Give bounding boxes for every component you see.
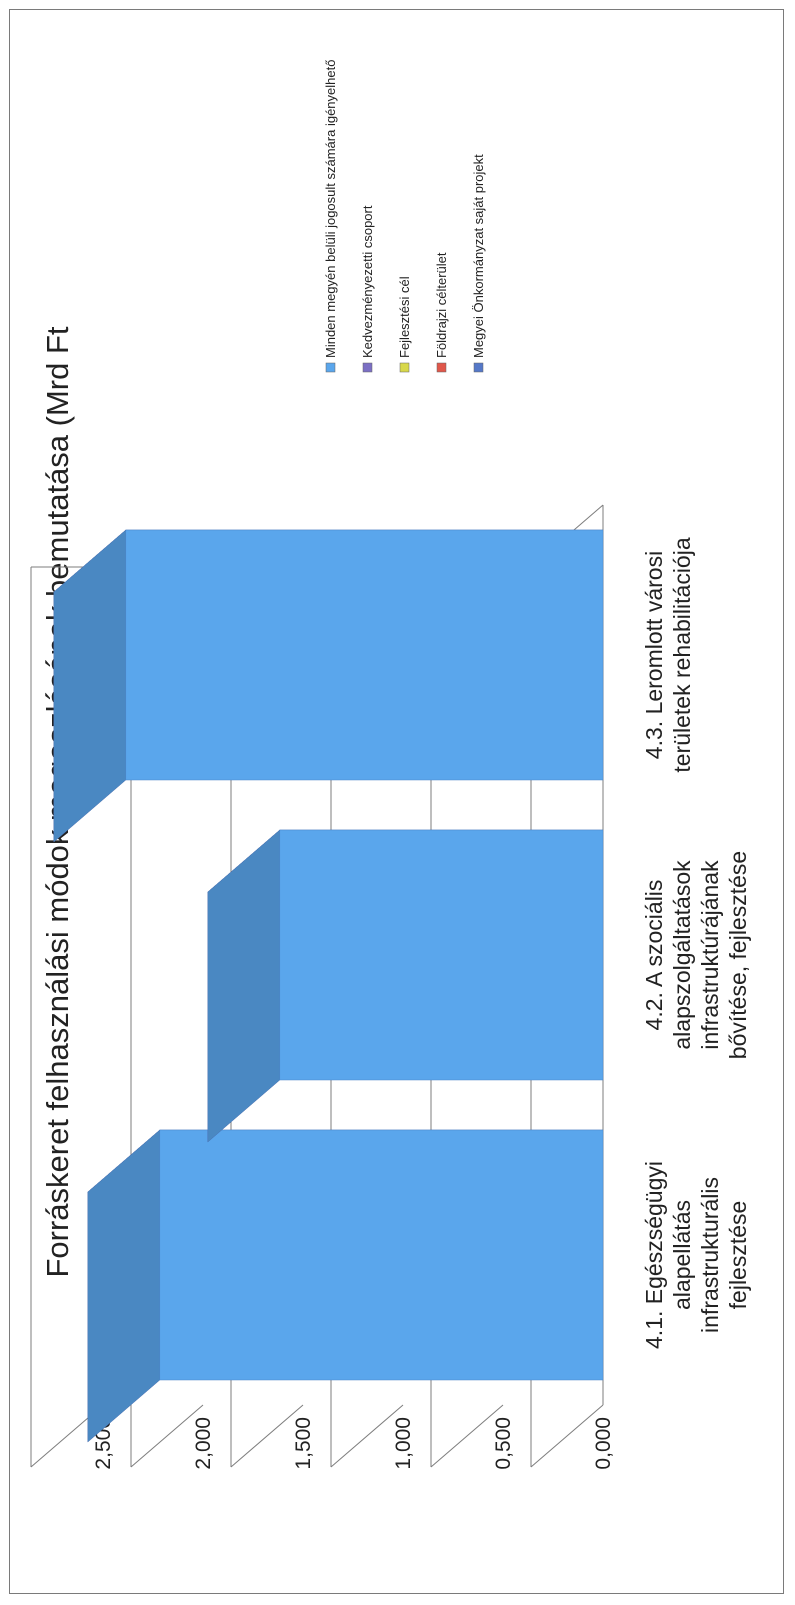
y-tick-label: 0,500 <box>492 1417 515 1470</box>
bar-front-face <box>279 829 604 1081</box>
bar-front-face <box>159 1129 604 1381</box>
bar-front-face <box>125 529 604 781</box>
legend-swatch <box>399 362 410 373</box>
legend-label: Minden megyén belüli jogosult számára ig… <box>323 60 338 358</box>
bars <box>53 529 604 1443</box>
gridline-diagonal <box>430 1404 504 1468</box>
gridline-diagonal <box>330 1404 404 1468</box>
gridline-diagonal <box>130 1404 204 1468</box>
bar <box>53 529 604 843</box>
gridline-diagonal <box>230 1404 304 1468</box>
gridline-diagonal <box>530 1404 604 1468</box>
y-tick-label: 1,000 <box>392 1417 415 1470</box>
bar-top-face <box>87 1129 161 1443</box>
page-border <box>9 9 784 1594</box>
x-category-label: 4.2. A szociálisalapszolgáltatásokinfras… <box>641 851 751 1059</box>
legend-swatch <box>362 362 373 373</box>
legend-swatch <box>473 362 484 373</box>
bar <box>87 1129 604 1443</box>
legend-label: Kedvezményezetti csoport <box>360 205 375 358</box>
x-category-label: 4.3. Leromlott várositerületek rehabilit… <box>641 537 695 772</box>
legend-label: Földrajzi célterület <box>434 252 449 358</box>
bar <box>207 829 604 1143</box>
x-category-label: 4.1. Egészségügyialapellátásinfrastruktu… <box>641 1161 751 1349</box>
y-tick-label: 0,000 <box>592 1417 615 1470</box>
legend-label: Megyei Önkormányzat saját projekt <box>471 154 486 358</box>
legend-swatch <box>325 362 336 373</box>
legend: Minden megyén belüli jogosult számára ig… <box>323 60 486 373</box>
x-axis-categories: 4.1. Egészségügyialapellátásinfrastruktu… <box>641 537 751 1349</box>
bar-top-face <box>207 829 281 1143</box>
legend-label: Fejlesztési cél <box>397 276 412 358</box>
y-tick-label: 2,000 <box>192 1417 215 1470</box>
y-tick-label: 1,500 <box>292 1417 315 1470</box>
legend-swatch <box>436 362 447 373</box>
